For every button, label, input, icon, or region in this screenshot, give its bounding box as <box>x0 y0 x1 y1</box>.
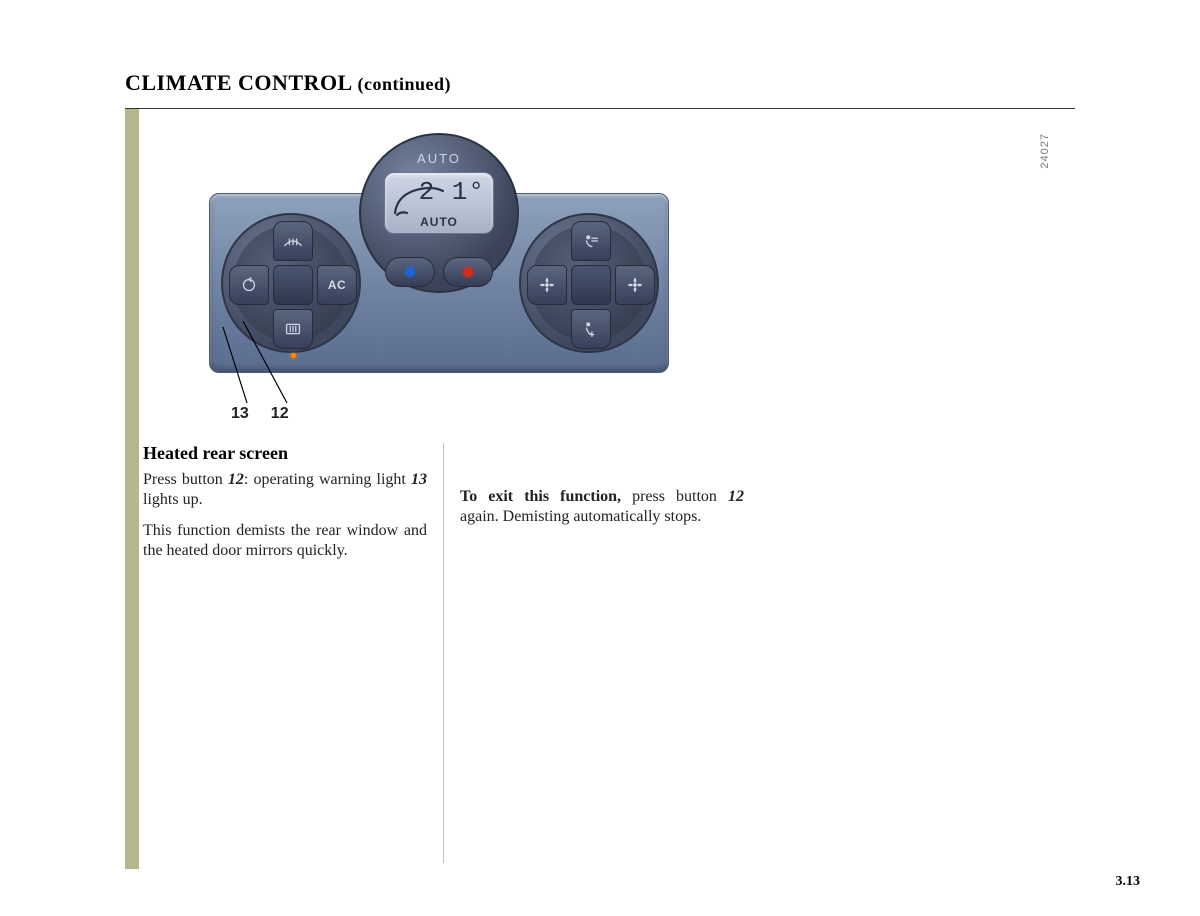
climate-control-panel-figure: AC <box>209 133 769 403</box>
section-color-bar <box>125 109 139 869</box>
page-heading: CLIMATE CONTROL (continued) <box>125 70 1075 96</box>
lcd-mode: AUTO <box>385 215 493 229</box>
column-2: To exit this function, press button 12 a… <box>460 443 760 863</box>
manual-page: CLIMATE CONTROL (continued) 24027 <box>125 70 1075 869</box>
fan-increase-button <box>615 265 655 305</box>
left-dial-center <box>273 265 313 305</box>
col1-para2: This function demists the rear window an… <box>143 521 427 562</box>
temp-up-button <box>443 257 493 287</box>
airflow-feet-button <box>571 309 611 349</box>
ac-button: AC <box>317 265 357 305</box>
col1-para1: Press button 12: operating warning light… <box>143 470 427 511</box>
column-divider <box>443 443 444 863</box>
red-dot-icon <box>463 267 473 277</box>
text-columns: Heated rear screen Press button 12: oper… <box>143 443 1075 863</box>
callout-13: 13 <box>231 405 249 423</box>
fan-decrease-button <box>527 265 567 305</box>
column-2-body: To exit this function, press button 12 a… <box>460 487 744 528</box>
temp-down-button <box>385 257 435 287</box>
lcd-temperature: 2 1° <box>419 177 485 207</box>
heading-main: CLIMATE CONTROL <box>125 70 352 95</box>
callout-labels: 13 12 <box>231 405 289 423</box>
warning-light-13 <box>291 353 296 358</box>
right-dial-center <box>571 265 611 305</box>
airflow-face-button <box>571 221 611 261</box>
rear-defrost-button <box>273 309 313 349</box>
subheading: Heated rear screen <box>143 443 427 464</box>
left-control-dial: AC <box>221 213 361 353</box>
auto-label: AUTO <box>417 151 461 166</box>
right-control-dial <box>519 213 659 353</box>
content-frame: 24027 AC <box>125 109 1075 869</box>
ac-label: AC <box>328 278 346 292</box>
recirculation-button <box>229 265 269 305</box>
figure-reference-number: 24027 <box>1039 133 1051 169</box>
temp-adjust-buttons <box>385 257 493 287</box>
column-1-body: Press button 12: operating warning light… <box>143 470 427 562</box>
content-area: 24027 AC <box>139 109 1075 869</box>
heading-continued: (continued) <box>358 74 452 94</box>
page-number: 3.13 <box>1116 874 1141 890</box>
callout-12: 12 <box>271 405 289 423</box>
column-1: Heated rear screen Press button 12: oper… <box>143 443 443 863</box>
blue-dot-icon <box>405 267 415 277</box>
col2-para1: To exit this function, press button 12 a… <box>460 487 744 528</box>
lcd-screen: 2 1° AUTO <box>384 172 494 234</box>
front-defrost-button <box>273 221 313 261</box>
